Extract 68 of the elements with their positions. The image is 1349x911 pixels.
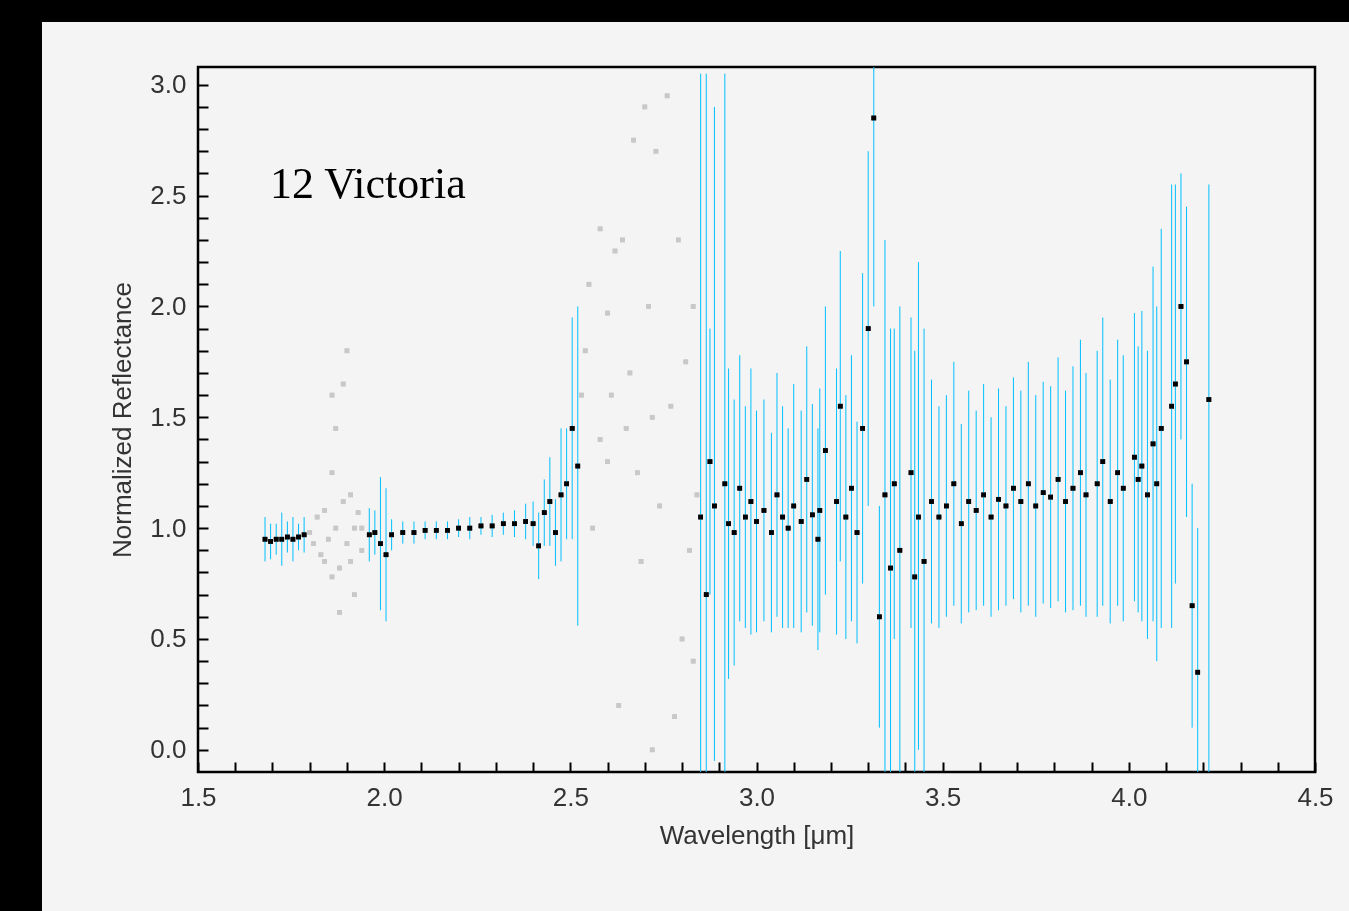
point xyxy=(646,304,651,309)
point xyxy=(322,508,327,513)
point xyxy=(687,547,692,553)
point xyxy=(337,565,342,571)
point xyxy=(322,559,327,564)
point xyxy=(348,492,353,498)
point xyxy=(620,237,625,243)
point xyxy=(337,610,342,615)
point xyxy=(605,459,610,464)
y-tick-label: 1.0 xyxy=(150,512,187,543)
point xyxy=(631,137,636,143)
point xyxy=(605,310,610,316)
point xyxy=(675,237,681,243)
point xyxy=(668,403,674,409)
x-tick-label: 3.0 xyxy=(738,781,776,812)
point xyxy=(672,714,677,719)
x-tick-label: 2.0 xyxy=(366,781,403,812)
point xyxy=(344,348,350,354)
point xyxy=(333,525,339,531)
point xyxy=(586,281,592,287)
point xyxy=(355,510,361,515)
point xyxy=(352,592,357,597)
x-tick-label: 2.5 xyxy=(552,781,589,812)
point xyxy=(340,381,346,387)
point xyxy=(344,541,350,546)
y-tick-label: 0.5 xyxy=(150,623,187,654)
point xyxy=(653,148,659,154)
x-axis-title: Wavelength [μm] xyxy=(659,819,855,850)
point xyxy=(690,304,696,309)
point xyxy=(649,747,655,753)
point xyxy=(638,559,644,564)
point xyxy=(352,525,357,531)
point xyxy=(608,392,614,398)
x-tick-label: 4.5 xyxy=(1297,781,1334,812)
point xyxy=(590,525,596,531)
point xyxy=(359,547,365,553)
point xyxy=(579,392,584,398)
point xyxy=(359,525,365,531)
point xyxy=(649,414,655,420)
point xyxy=(325,536,331,542)
y-axis-title: Normalized Reflectance xyxy=(107,281,138,559)
point xyxy=(683,359,689,365)
x-tick-label: 1.5 xyxy=(180,781,217,812)
point xyxy=(311,541,316,546)
point xyxy=(597,437,603,442)
point xyxy=(657,503,663,509)
x-tick-label: 3.5 xyxy=(925,781,962,812)
x-tick-label: 4.0 xyxy=(1111,781,1148,812)
point xyxy=(635,470,640,476)
point xyxy=(340,499,346,504)
y-tick-label: 0.0 xyxy=(150,734,187,765)
point xyxy=(582,348,588,354)
point xyxy=(597,226,603,232)
point xyxy=(348,559,353,564)
y-tick-label: 2.0 xyxy=(150,290,187,321)
point xyxy=(307,530,313,535)
point xyxy=(329,470,335,476)
y-tick-label: 2.5 xyxy=(150,180,187,211)
point xyxy=(616,703,622,708)
point xyxy=(623,426,629,431)
text: 12 Victoria xyxy=(270,158,466,208)
point xyxy=(690,658,696,664)
point xyxy=(664,93,670,99)
point xyxy=(333,426,339,431)
point xyxy=(318,552,324,558)
y-tick-label: 3.0 xyxy=(150,69,187,100)
y-tick-label: 1.5 xyxy=(150,401,187,432)
point xyxy=(642,104,648,110)
